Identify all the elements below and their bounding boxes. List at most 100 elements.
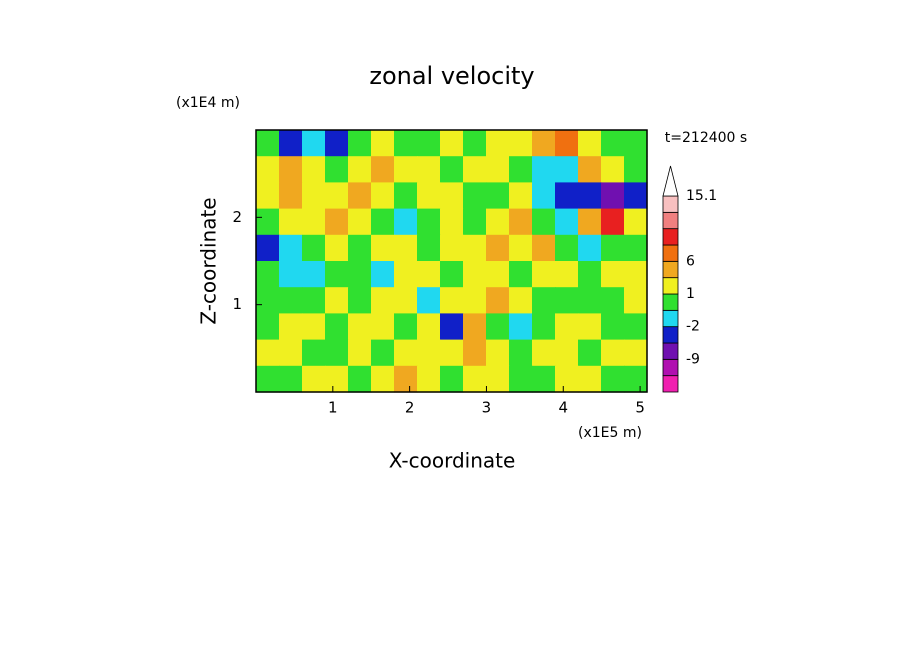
y-unit: (x1E4 m) <box>176 95 240 111</box>
contour-cell <box>371 365 395 393</box>
contour-cell <box>555 261 579 288</box>
contour-cell <box>578 339 602 367</box>
contour-cell <box>624 182 648 210</box>
contour-cell <box>601 313 625 341</box>
contour-cell <box>256 365 280 393</box>
contour-cell <box>325 234 349 262</box>
contour-cell <box>601 261 625 288</box>
colorbar-box <box>662 244 679 262</box>
contour-cell <box>601 130 625 157</box>
contour-cell <box>256 208 280 236</box>
contour-cell <box>417 156 441 183</box>
colorbar-box <box>662 211 679 230</box>
contour-cell <box>509 182 533 210</box>
contour-cell <box>256 261 280 288</box>
contour-cell <box>348 234 372 262</box>
contour-cell <box>302 130 326 157</box>
contour-cell <box>486 313 510 341</box>
contour-cell <box>624 234 648 262</box>
colorbar-box <box>662 375 679 393</box>
contour-cell <box>486 156 510 183</box>
contour-cell <box>417 287 441 314</box>
colorbar-box <box>662 358 679 377</box>
contour-cell <box>256 130 280 157</box>
contour-cell <box>325 156 349 183</box>
contour-cell <box>486 339 510 367</box>
contour-cell <box>417 313 441 341</box>
contour-cell <box>279 234 303 262</box>
contour-cell <box>417 365 441 393</box>
contour-cell <box>279 313 303 341</box>
plot-frame <box>255 129 648 393</box>
contour-cell <box>555 287 579 314</box>
contour-cell <box>624 130 648 157</box>
contour-cell <box>417 261 441 288</box>
contour-cell <box>325 130 349 157</box>
contour-cell <box>302 234 326 262</box>
contour-cell <box>256 287 280 314</box>
contour-cell <box>325 287 349 314</box>
contour-cell <box>371 287 395 314</box>
contour-cell <box>463 234 487 262</box>
contour-cell <box>463 261 487 288</box>
contour-cell <box>601 339 625 367</box>
contour-cell <box>348 287 372 314</box>
contour-cell <box>302 261 326 288</box>
contour-cell <box>624 287 648 314</box>
x-axis-label: X-coordinate <box>389 449 516 473</box>
contour-cell <box>371 130 395 157</box>
time-label: t=212400 s <box>665 130 747 146</box>
contour-cell <box>325 182 349 210</box>
colorbar-box <box>662 293 679 311</box>
colorbar-box <box>662 326 679 344</box>
contour-cell <box>348 130 372 157</box>
y-tick-label: 2 <box>232 208 242 226</box>
contour-cell <box>279 287 303 314</box>
colorbar-box <box>662 277 679 295</box>
contour-cell <box>555 313 579 341</box>
contour-cell <box>302 156 326 183</box>
contour-cell <box>394 208 418 236</box>
contour-cell <box>279 208 303 236</box>
contour-cell <box>440 339 464 367</box>
x-tick-label: 5 <box>635 399 645 417</box>
contour-cell <box>624 261 648 288</box>
contour-cell <box>532 339 556 367</box>
contour-cell <box>578 234 602 262</box>
colorbar-box <box>662 342 679 360</box>
contour-cell <box>578 156 602 183</box>
contour-cell <box>578 182 602 210</box>
contour-cell <box>348 208 372 236</box>
contour-cell <box>371 208 395 236</box>
contour-cell <box>624 156 648 183</box>
contour-cell <box>417 208 441 236</box>
contour-cell <box>509 365 533 393</box>
contour-cell <box>601 365 625 393</box>
contour-cell <box>486 287 510 314</box>
contour-cell <box>417 182 441 210</box>
y-tick-label: 1 <box>232 295 242 313</box>
colorbar-box <box>662 195 679 213</box>
x-tick-label: 2 <box>405 399 415 417</box>
contour-cell <box>279 365 303 393</box>
contour-cell <box>578 313 602 341</box>
contour-cell <box>486 234 510 262</box>
x-tick-label: 4 <box>558 399 568 417</box>
colorbar-label: -2 <box>686 319 700 335</box>
chart-title: zonal velocity <box>369 62 534 90</box>
contour-cell <box>394 182 418 210</box>
contour-cell <box>394 365 418 393</box>
contour-cell <box>578 287 602 314</box>
contour-cell <box>440 313 464 341</box>
contour-cell <box>302 365 326 393</box>
contour-cell <box>509 156 533 183</box>
contour-cell <box>348 365 372 393</box>
contour-cell <box>417 339 441 367</box>
contour-cell <box>601 234 625 262</box>
contour-cell <box>578 208 602 236</box>
contour-cell <box>279 261 303 288</box>
contour-cell <box>486 130 510 157</box>
contour-cell <box>578 365 602 393</box>
contour-cell <box>371 339 395 367</box>
